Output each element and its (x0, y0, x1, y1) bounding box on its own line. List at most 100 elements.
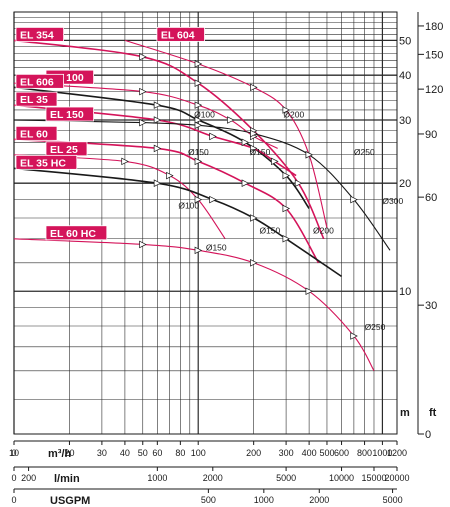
x-tick-m3h: 10 (9, 448, 19, 458)
diameter-label: Ø250 (365, 322, 386, 332)
data-point-marker (139, 118, 147, 127)
series-tag-el-606: EL 606 (15, 73, 64, 89)
x-tick-m3h: 1000 (372, 448, 392, 458)
y-tick-m: 50 (399, 35, 411, 47)
series-tag-box (45, 225, 108, 241)
diameter-label: Ø200 (283, 109, 304, 119)
series-tag-box (15, 125, 58, 141)
data-point-marker (350, 195, 358, 204)
data-point-marker (153, 116, 162, 124)
x-tick-m3h: 40 (120, 448, 130, 458)
x-tick-m3h: 600 (334, 448, 349, 458)
y-tick-m: 40 (399, 70, 411, 82)
data-point-marker (139, 240, 147, 249)
series-tag-label: EL 604 (161, 29, 195, 41)
plot-frame (13, 11, 398, 435)
data-point-marker (250, 129, 258, 138)
data-point-marker (282, 106, 291, 114)
y-tick-m: 30 (399, 115, 411, 127)
series-tag-label: EL 60 (20, 128, 48, 140)
diameter-label: Ø300 (382, 196, 403, 206)
chart-grid (13, 11, 398, 435)
x-tick-m3h: 100 (191, 448, 206, 458)
x-tick-lmin: 2000 (203, 473, 223, 483)
series-tag-el-60-hc: EL 60 HC (45, 225, 108, 241)
x-tick-usgpm: 500 (201, 495, 216, 505)
y-tick-ft: 150 (425, 49, 443, 61)
data-point-marker (282, 204, 291, 213)
data-point-marker (194, 79, 203, 87)
x-tick-m3h: 500 (319, 448, 334, 458)
data-point-marker (153, 144, 162, 153)
x-tick-usgpm: 1000 (254, 495, 274, 505)
data-point-marker (194, 60, 203, 68)
axes-layer: 10 20 30 40 50 m 0 30 60 90 120 150 180 ft 10 20 30 40 50 6… (9, 12, 443, 507)
x-tick-m3h: 30 (97, 448, 107, 458)
series-tag-box (15, 91, 58, 107)
series-tag-label: EL 35 (20, 94, 48, 106)
data-point-marker (194, 195, 203, 204)
data-point-marker (294, 179, 303, 187)
series-tag-el-25: EL 25 (45, 141, 88, 157)
diameter-label: Ø100 (194, 109, 215, 119)
diameter-label: Ø150 (259, 225, 280, 235)
x-axis-unit-m3h: m³/h (48, 448, 72, 460)
data-point-marker (282, 171, 291, 180)
x-tick-lmin: 1000 (147, 473, 167, 483)
series-tag-label: EL 354 (20, 29, 54, 41)
data-point-marker (305, 287, 314, 295)
series-tag-label: EL 25 (50, 144, 78, 156)
x-tick-zero-m3h: 0 (11, 448, 16, 458)
series-tag-el-604: EL 604 (156, 27, 205, 42)
curve-el-604 (124, 39, 328, 229)
y-tick-ft: 90 (425, 129, 437, 141)
series-tag-el-354: EL 354 (15, 27, 64, 42)
series-tag-el-60: EL 60 (15, 125, 58, 141)
x-tick-usgpm: 5000 (383, 495, 403, 505)
data-point-marker (153, 179, 162, 187)
x-tick-lmin: 20000 (384, 473, 409, 483)
series-tag-el-150: EL 150 (45, 106, 94, 122)
data-point-marker (194, 121, 203, 130)
x-tick-m3h: 60 (152, 448, 162, 458)
y-tick-ft: 60 (425, 192, 437, 204)
y-axis-unit-ft: ft (429, 407, 437, 419)
data-point-marker (250, 144, 258, 153)
series-tag-box (15, 27, 64, 42)
diameter-label: Ø250 (354, 147, 375, 157)
data-point-marker (194, 101, 203, 109)
x-tick-m3h: 200 (246, 448, 261, 458)
x-axis-unit-usgpm: USGPM (50, 495, 90, 507)
y-tick-m: 10 (399, 286, 411, 298)
y-tick-ft: 0 (425, 429, 431, 441)
data-point-marker (227, 116, 235, 124)
marker-layer (121, 53, 358, 340)
data-point-marker (194, 116, 203, 124)
data-point-marker (271, 157, 279, 166)
x-tick-lmin: 5000 (276, 473, 296, 483)
x-tick-m3h: 800 (357, 448, 372, 458)
curve-el-60-hc (13, 238, 375, 372)
y-axis-unit-m: m (400, 407, 410, 419)
x-tick-m3h: 20 (64, 448, 74, 458)
series-tag-el-35-hc: EL 35 HC (15, 154, 78, 170)
x-tick-m3h: 1200 (387, 448, 407, 458)
x-tick-lmin: 200 (21, 473, 36, 483)
data-point-marker (241, 138, 250, 147)
x-tick-lmin: 0 (11, 473, 16, 483)
series-tag-label: EL 150 (50, 109, 84, 121)
data-point-marker (166, 171, 174, 180)
x-tick-m3h: 300 (279, 448, 294, 458)
y-tick-m: 20 (399, 178, 411, 190)
series-tag-label: EL 35 HC (20, 157, 66, 169)
diameter-label: Ø100 (178, 201, 199, 211)
y-tick-ft: 30 (425, 300, 437, 312)
data-point-marker (350, 332, 358, 340)
diameter-label: Ø150 (206, 242, 227, 252)
series-tag-box (15, 73, 64, 89)
x-tick-usgpm: 0 (11, 495, 16, 505)
data-point-marker (282, 235, 291, 243)
series-tag-box (156, 27, 205, 42)
